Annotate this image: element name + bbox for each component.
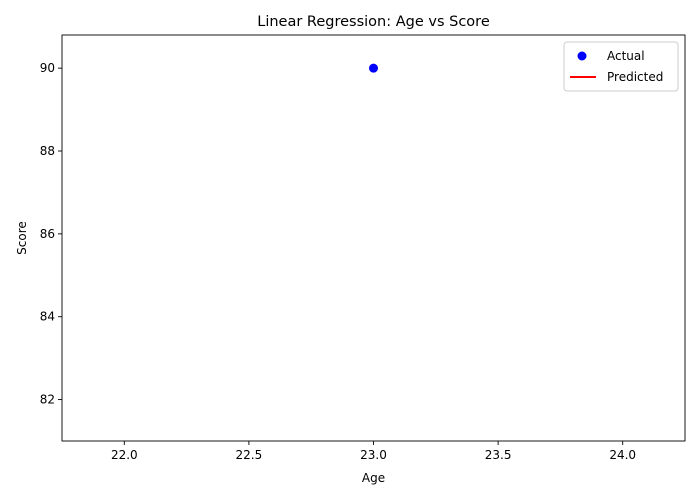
data-point bbox=[369, 63, 378, 73]
y-axis-ticks: 82 84 86 88 90 bbox=[40, 61, 62, 407]
x-tick-label: 22.0 bbox=[111, 448, 138, 462]
series-layer bbox=[369, 63, 378, 73]
y-tick-label: 88 bbox=[40, 144, 55, 158]
y-tick-label: 84 bbox=[40, 310, 55, 324]
plot-area-frame bbox=[61, 34, 686, 442]
y-tick-label: 86 bbox=[40, 227, 55, 241]
legend: Actual Predicted bbox=[563, 41, 679, 92]
x-axis-ticks: 22.0 22.5 23.0 23.5 24.0 bbox=[111, 441, 636, 462]
y-axis-title: Score bbox=[15, 221, 29, 255]
legend-label: Predicted bbox=[607, 70, 663, 84]
legend-items: Actual Predicted bbox=[570, 49, 663, 84]
legend-box bbox=[563, 41, 679, 92]
y-tick-label: 82 bbox=[40, 393, 55, 407]
x-axis-title: Age bbox=[362, 471, 385, 485]
x-tick-label: 24.0 bbox=[609, 448, 636, 462]
legend-marker-actual bbox=[577, 51, 587, 61]
chart-title: Linear Regression: Age vs Score bbox=[257, 14, 490, 30]
y-tick-label: 90 bbox=[40, 61, 55, 75]
legend-label: Actual bbox=[607, 49, 645, 63]
x-tick-label: 23.5 bbox=[485, 448, 512, 462]
x-tick-label: 23.0 bbox=[360, 448, 387, 462]
x-tick-label: 22.5 bbox=[236, 448, 263, 462]
